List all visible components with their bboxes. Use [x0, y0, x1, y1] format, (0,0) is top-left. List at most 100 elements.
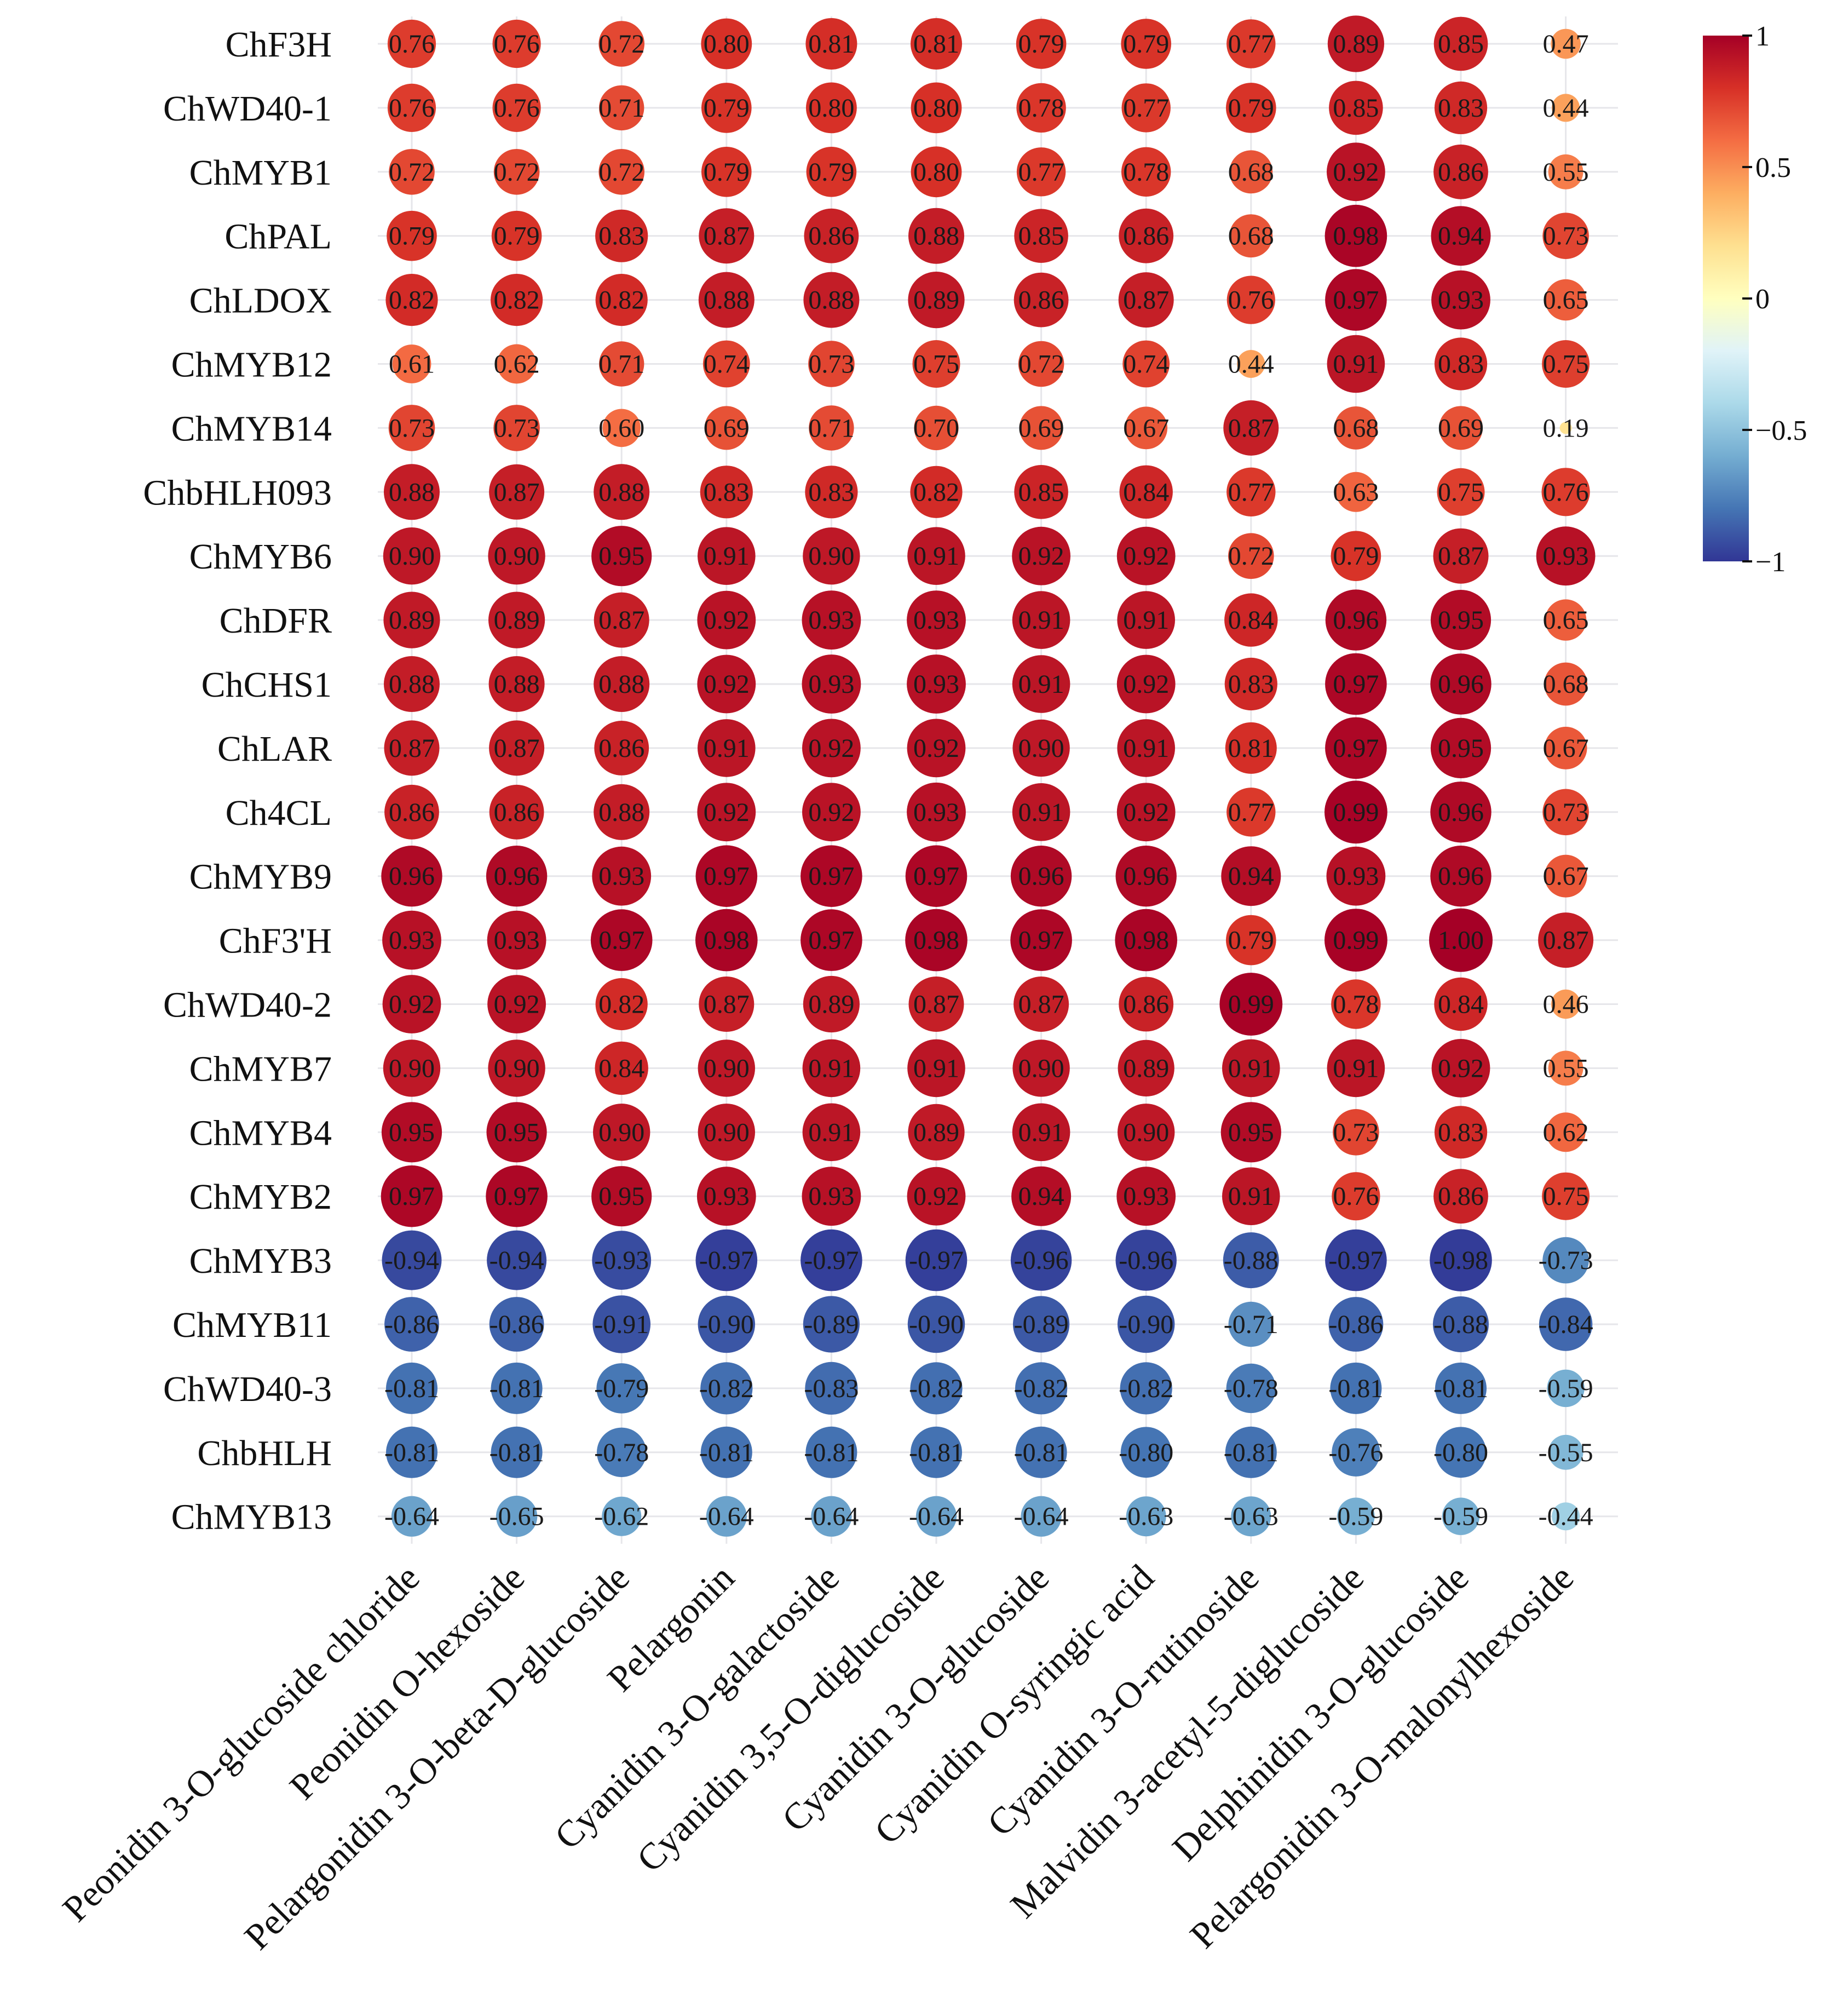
bubble-cell [1551, 28, 1581, 59]
cell-value-label: -0.97 [699, 1246, 754, 1275]
bubble-cell [383, 591, 440, 648]
cell-value-label: 0.71 [808, 413, 854, 443]
cell-value-label: -0.93 [594, 1246, 649, 1275]
row-label: ChMYB13 [171, 1497, 332, 1537]
cell-value-label: -0.81 [1433, 1374, 1488, 1403]
cell-value-label: 0.93 [913, 798, 959, 827]
cell-value-label: 0.91 [913, 1054, 959, 1083]
cell-value-label: 0.79 [808, 158, 854, 187]
bubble-cell [1559, 422, 1572, 434]
bubble-cell [1226, 83, 1276, 133]
cell-value-label: -0.78 [594, 1438, 649, 1467]
cell-value-label: 0.77 [1228, 478, 1274, 507]
bubble-cell [1014, 465, 1068, 519]
bubble-cell [1330, 1362, 1382, 1414]
bubble-cell [1016, 147, 1066, 197]
bubble-cell [1121, 83, 1171, 133]
bubble-cell [1224, 593, 1278, 647]
cell-value-label: 0.93 [808, 606, 854, 635]
bubble-cell [809, 405, 854, 451]
bubble-cell [382, 975, 441, 1033]
bubble-cell [911, 146, 962, 198]
cell-value-label: 0.55 [1543, 158, 1589, 187]
bubble-cell [700, 1426, 752, 1478]
bubble-cell [488, 527, 545, 585]
bubble-cell [910, 466, 963, 518]
bubble-cell [1119, 977, 1174, 1032]
bubble-cell [1434, 81, 1488, 134]
bubble-cell [1325, 909, 1387, 972]
bubble-cell [1220, 1102, 1281, 1163]
bubble-cell [491, 1362, 543, 1414]
cell-value-label: 0.87 [704, 990, 750, 1019]
cell-value-label: 0.98 [913, 926, 959, 955]
bubble-cell [1331, 979, 1381, 1029]
cell-value-label: 0.77 [1228, 30, 1274, 59]
bubble-cell [1219, 973, 1283, 1036]
bubble-cell [491, 210, 542, 261]
cell-value-label: 0.89 [1123, 1054, 1169, 1083]
bubble-cell [1115, 1230, 1177, 1291]
cell-value-label: 0.90 [389, 1054, 435, 1083]
cell-value-label: 0.91 [808, 1054, 854, 1083]
bubble-cell [1433, 16, 1488, 71]
colorbar-tick-label: −0.5 [1755, 415, 1807, 446]
bubble-cell [1433, 528, 1489, 584]
bubble-cell [1012, 591, 1070, 649]
bubble-cell [1542, 1172, 1590, 1220]
cell-value-label: 0.75 [913, 350, 959, 379]
bubble-cell [487, 975, 546, 1033]
cell-value-label: 0.75 [1543, 350, 1589, 379]
cell-value-label: 0.91 [1018, 670, 1064, 699]
bubble-cell [1442, 1497, 1480, 1535]
bubble-cell [491, 1426, 543, 1478]
cell-value-label: -0.94 [490, 1246, 544, 1275]
bubble-cell [907, 1295, 965, 1353]
bubble-cell [697, 783, 756, 842]
cell-value-label: 0.62 [1543, 1118, 1589, 1147]
cell-value-label: -0.63 [1119, 1502, 1173, 1531]
row-label: Ch4CL [226, 793, 332, 833]
cell-value-label: -0.97 [804, 1246, 859, 1275]
bubble-cell [1116, 526, 1176, 585]
cell-value-label: 0.98 [1333, 222, 1379, 251]
cell-value-label: 0.97 [1333, 670, 1379, 699]
bubble-cell [1118, 1039, 1174, 1096]
bubble-cell [388, 405, 435, 451]
cell-value-label: 0.46 [1543, 990, 1589, 1019]
cell-value-label: 0.91 [1228, 1182, 1274, 1211]
row-labels: ChF3H ChWD40-1 ChMYB1 ChPAL ChLDOX ChMYB12 ChM… [143, 25, 332, 1537]
cell-value-label: 0.77 [1228, 798, 1274, 827]
bubble-cell [1430, 653, 1492, 715]
bubble-cell [392, 344, 431, 383]
bubble-cell [700, 1362, 753, 1415]
cell-value-label: 0.69 [1438, 413, 1484, 443]
row-label: ChWD40-3 [163, 1369, 332, 1409]
bubble-cell [910, 1362, 963, 1415]
bubble-cell [908, 1104, 965, 1161]
bubble-cell [1012, 526, 1070, 585]
bubble-cell [386, 1426, 437, 1478]
cell-value-label: 0.81 [808, 30, 854, 59]
cell-value-label: -0.64 [1014, 1502, 1069, 1531]
bubble-cell [1126, 1496, 1166, 1537]
bubble-cell [1015, 1362, 1068, 1415]
bubble-cell [386, 1362, 437, 1414]
cell-value-label: 0.92 [808, 734, 854, 763]
bubble-cell [698, 1039, 756, 1097]
cell-value-label: 0.88 [389, 670, 435, 699]
cell-value-label: 0.73 [1543, 798, 1589, 827]
cell-value-label: -0.83 [804, 1374, 859, 1403]
cell-value-label: -0.73 [1539, 1246, 1593, 1275]
cell-value-label: 0.67 [1543, 862, 1589, 891]
cell-value-label: 0.73 [808, 350, 854, 379]
cell-value-label: 0.92 [494, 990, 540, 1019]
bubble-cell [1439, 406, 1483, 450]
bubble-cell [382, 910, 441, 970]
cell-value-label: 0.91 [1123, 734, 1169, 763]
bubble-cell [591, 526, 652, 587]
bubble-cell [1332, 1428, 1380, 1477]
bubble-cell [489, 720, 545, 776]
bubble-cell [391, 1496, 433, 1537]
cell-value-label: -0.96 [1119, 1246, 1173, 1275]
